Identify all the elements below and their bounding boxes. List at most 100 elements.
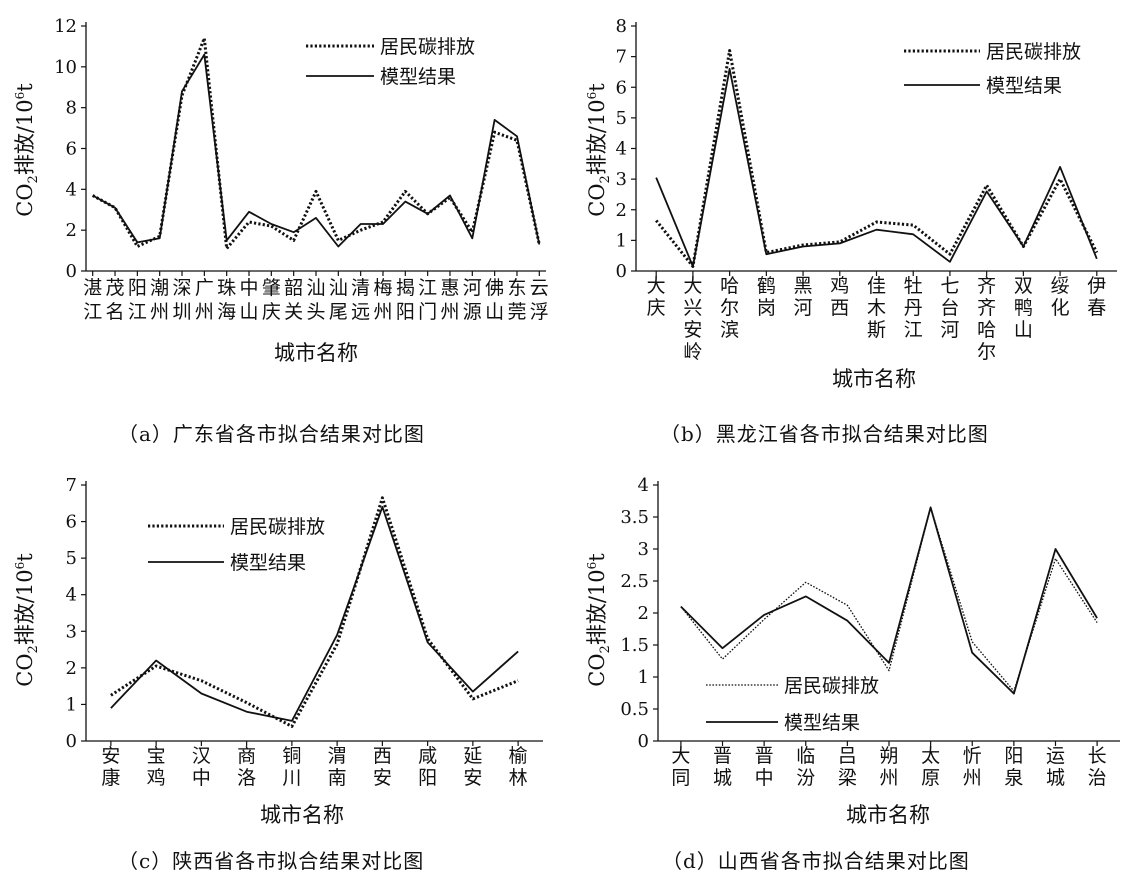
- x-tick-label: 庆: [647, 297, 666, 319]
- x-tick-label: 春: [1087, 297, 1106, 319]
- x-tick-label: 中: [192, 767, 211, 789]
- x-tick-label: 滨: [720, 319, 739, 341]
- x-tick-label: 朔: [879, 745, 898, 767]
- x-tick-label: 吕: [838, 745, 857, 767]
- x-tick-label: 绥: [1051, 275, 1070, 297]
- series-line-model: [680, 506, 1098, 695]
- x-tick-label: 伊: [1087, 275, 1106, 297]
- x-tick-label: 宝: [147, 745, 166, 767]
- y-tick-label: 1: [616, 230, 627, 251]
- x-tick-label: 山: [485, 301, 504, 323]
- series-line-residential: [680, 506, 1098, 692]
- x-tick-label: 源: [463, 301, 482, 323]
- x-tick-label: 东: [507, 277, 526, 299]
- x-tick-label: 圳: [173, 301, 192, 323]
- x-tick-label: 太: [921, 745, 940, 767]
- x-tick-label: 大: [671, 745, 690, 767]
- x-tick-label: 安: [101, 745, 120, 767]
- x-tick-label: 渭: [328, 745, 347, 767]
- x-tick-label: 江: [83, 301, 102, 323]
- x-tick-label: 鸡: [830, 275, 849, 297]
- x-tick-label: 阳: [418, 767, 437, 789]
- x-tick-label: 斯: [867, 319, 886, 341]
- legend-label-residential: 居民碳排放: [230, 516, 325, 538]
- x-tick-label: 庆: [262, 301, 281, 323]
- x-tick-label: 湛: [83, 277, 102, 299]
- x-tick-label: 治: [1088, 767, 1107, 789]
- x-tick-label: 大: [683, 275, 702, 297]
- y-tick-label: 0: [616, 261, 627, 282]
- y-tick-label: 0: [66, 261, 77, 282]
- x-tick-label: 同: [671, 767, 690, 789]
- series-line-model: [110, 506, 519, 722]
- x-axis-label: 城市名称: [260, 803, 344, 827]
- x-axis-label: 城市名称: [832, 367, 916, 391]
- x-tick-label: 木: [867, 297, 886, 319]
- chart-c-svg: 01234567安康宝鸡汉中商洛铜川渭南西安咸阳延安榆林居民碳排放模型结果CO2…: [13, 475, 543, 827]
- x-tick-label: 佳: [867, 275, 886, 297]
- y-tick-label: 3: [638, 539, 649, 560]
- x-tick-label: 双: [1014, 275, 1033, 297]
- x-tick-label: 齐: [977, 297, 996, 319]
- x-tick-label: 榆: [509, 745, 528, 767]
- x-tick-label: 西: [373, 745, 392, 767]
- x-tick-label: 长: [1088, 745, 1107, 767]
- y-axis-label: CO2排放/106t: [13, 553, 41, 687]
- x-tick-label: 泉: [1004, 767, 1023, 789]
- x-tick-label: 城: [713, 767, 732, 789]
- x-tick-label: 康: [101, 767, 120, 789]
- y-tick-label: 2: [66, 220, 77, 241]
- x-tick-label: 山: [240, 301, 259, 323]
- x-tick-label: 莞: [507, 301, 526, 323]
- x-tick-label: 鸡: [147, 767, 166, 789]
- x-tick-label: 中: [755, 767, 774, 789]
- x-tick-label: 临: [796, 745, 815, 767]
- x-tick-label: 汾: [796, 767, 815, 789]
- chart-b-svg: 012345678大庆大兴安岭哈尔滨鹤岗黑河鸡西佳木斯牡丹江七台河齐齐哈尔双鸭山…: [585, 16, 1117, 391]
- y-tick-label: 2: [638, 603, 649, 624]
- y-tick-label: 4: [616, 139, 627, 160]
- x-tick-label: 州: [879, 767, 898, 789]
- y-tick-label: 2: [66, 658, 77, 679]
- series-line-residential: [110, 496, 519, 728]
- legend-label-model: 模型结果: [380, 66, 456, 88]
- y-tick-label: 6: [66, 512, 77, 533]
- y-tick-label: 4: [638, 475, 649, 496]
- legend-label-model: 模型结果: [986, 75, 1062, 97]
- x-tick-label: 梁: [838, 767, 857, 789]
- x-tick-label: 州: [195, 301, 214, 323]
- x-tick-label: 肇: [262, 277, 281, 299]
- x-tick-label: 安: [683, 319, 702, 341]
- x-tick-label: 丹: [904, 297, 923, 319]
- x-tick-label: 浮: [530, 301, 549, 323]
- x-tick-label: 韶: [284, 277, 303, 299]
- x-tick-label: 哈: [720, 275, 739, 297]
- x-tick-label: 惠: [440, 277, 459, 299]
- x-tick-label: 齐: [977, 275, 996, 297]
- x-tick-label: 鹤: [757, 275, 776, 297]
- legend-label-model: 模型结果: [784, 712, 860, 734]
- x-tick-label: 化: [1051, 297, 1070, 319]
- x-tick-label: 晋: [713, 745, 732, 767]
- x-tick-label: 商: [237, 745, 256, 767]
- x-tick-label: 远: [351, 301, 370, 323]
- x-tick-label: 潮: [150, 277, 169, 299]
- y-tick-label: 8: [616, 16, 627, 37]
- y-tick-label: 10: [54, 57, 77, 78]
- x-tick-label: 晋: [755, 745, 774, 767]
- x-tick-label: 州: [440, 301, 459, 323]
- legend-label-residential: 居民碳排放: [986, 41, 1081, 63]
- x-tick-label: 鸭: [1014, 297, 1033, 319]
- x-tick-label: 城: [1046, 767, 1065, 789]
- y-tick-label: 1.5: [620, 635, 649, 656]
- x-tick-label: 咸: [418, 745, 437, 767]
- x-tick-label: 铜: [282, 745, 301, 767]
- y-tick-label: 7: [66, 475, 77, 496]
- chart-panel-d: 0 0.5 1 1.5 2 2.5 3 3.5 4 大同晋城晋中临汾吕梁朔州太原忻州阳泉运城长治居…: [574, 460, 1148, 877]
- x-tick-label: 延: [463, 745, 482, 767]
- x-tick-label: 州: [150, 301, 169, 323]
- y-tick-label: 2.5: [620, 571, 649, 592]
- chart-panel-c: 0 1 2 3 4 5 6 7 安康宝鸡汉中商洛铜川渭南西安咸阳延安榆林居民碳排放 模型结果 CO2…: [0, 460, 570, 877]
- chart-d-svg: 00.511.522.533.54大同晋城晋中临汾吕梁朔州太原忻州阳泉运城长治居…: [585, 475, 1120, 827]
- x-tick-label: 中: [240, 277, 259, 299]
